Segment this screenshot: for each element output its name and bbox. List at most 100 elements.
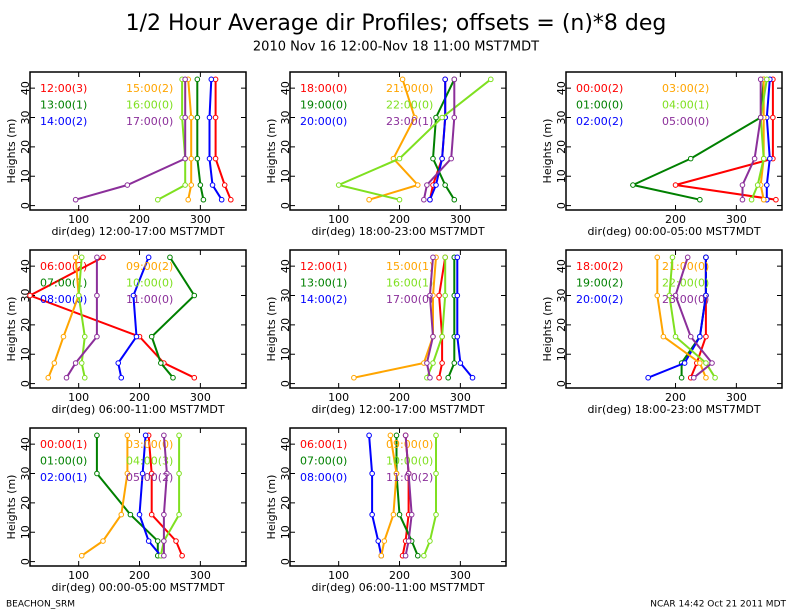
profile-line: [81, 435, 129, 557]
plot-frame: [565, 249, 783, 389]
profile-point: [188, 155, 195, 162]
legend-entry: 01:00(0): [576, 99, 623, 112]
profile-point: [158, 360, 164, 366]
y-tick-label: 30: [19, 289, 32, 303]
x-tick-label: 300: [450, 391, 471, 404]
profile-point: [430, 360, 436, 366]
profile-point: [393, 470, 400, 477]
profile-point: [369, 470, 375, 477]
profile-point: [457, 360, 464, 366]
profile-point: [212, 114, 219, 121]
profile-point: [100, 254, 106, 261]
legend-entry: 15:00(2): [126, 82, 173, 95]
profile-line: [380, 435, 398, 556]
profile-point: [433, 432, 439, 439]
profile-line: [353, 257, 437, 379]
profile-point: [430, 333, 436, 340]
profile-point: [72, 254, 79, 261]
profile-point: [182, 182, 188, 188]
profile-point: [399, 76, 406, 83]
y-tick-label: 0: [19, 380, 32, 387]
legend-entry: 12:00(1): [300, 260, 347, 273]
legend-entry: 05:00(0): [662, 115, 709, 128]
y-tick-label: 20: [555, 140, 568, 154]
profile-point: [697, 196, 703, 203]
profile-point: [760, 155, 767, 162]
legend-entry: 00:00(1): [40, 438, 87, 451]
profile-point: [375, 538, 382, 544]
profile-point: [469, 374, 476, 381]
panel: 200 300 0 10 20 30 40 dir(deg) 18:00-23:00 MST7…: [541, 249, 783, 416]
profile-point: [124, 182, 131, 188]
y-tick-label: 30: [279, 111, 292, 125]
x-tick-label: 200: [129, 391, 150, 404]
profile-point: [381, 538, 388, 544]
profile-point: [148, 333, 155, 340]
profile-point: [411, 114, 418, 121]
y-tick-label: 20: [279, 318, 292, 332]
x-tick-label: 100: [328, 213, 349, 226]
profile-point: [427, 292, 433, 299]
y-tick-label: 40: [279, 81, 292, 95]
profile-point: [703, 333, 709, 340]
x-tick-label: 100: [328, 391, 349, 404]
x-axis-label: dir(deg) 00:00-05:00 MST7MDT: [51, 581, 224, 594]
profile-point: [176, 470, 182, 477]
x-tick-label: 300: [190, 391, 211, 404]
profile-point: [94, 254, 100, 261]
x-tick-label: 200: [129, 569, 150, 582]
profile-point: [757, 114, 764, 121]
y-axis-label: Heights (m): [541, 297, 554, 362]
profile-point: [161, 432, 167, 439]
profile-point: [396, 196, 403, 203]
profile-line: [447, 257, 456, 379]
legend-entry: 16:00(0): [126, 99, 173, 112]
x-tick-label: 200: [665, 213, 686, 226]
profile-point: [167, 254, 173, 261]
legend-entry: 17:00(0): [126, 115, 173, 128]
profile-point: [197, 182, 204, 188]
profile-point: [118, 374, 125, 381]
profile-point: [154, 196, 161, 203]
profile-point: [194, 114, 201, 121]
profile-point: [739, 182, 746, 188]
figure-title: 1/2 Hour Average dir Profiles; offsets =…: [126, 11, 667, 36]
profile-point: [445, 374, 451, 381]
legend-entry: 08:00(0): [300, 471, 347, 484]
legend-entry: 21:00(0): [386, 82, 433, 95]
profile-point: [430, 254, 436, 261]
profile-line: [75, 79, 187, 201]
legend-entry: 13:00(1): [40, 99, 87, 112]
profile-point: [421, 196, 427, 203]
profile-point: [414, 182, 421, 188]
profile-point: [164, 470, 170, 477]
legend-entry: 15:00(1): [386, 260, 433, 273]
profile-line: [117, 256, 150, 378]
plot-frame: [29, 249, 247, 389]
profile-point: [408, 511, 415, 518]
y-tick-label: 30: [19, 111, 32, 125]
profile-point: [430, 155, 436, 162]
y-tick-label: 0: [555, 202, 568, 209]
y-tick-label: 0: [279, 202, 292, 209]
profile-point: [439, 360, 445, 366]
profile-point: [763, 76, 770, 83]
profile-point: [378, 552, 385, 559]
profile-point: [72, 360, 79, 366]
profile-point: [182, 155, 188, 162]
profile-point: [148, 511, 155, 518]
legend-entry: 11:00(2): [386, 471, 433, 484]
profile-point: [194, 76, 201, 83]
profile-point: [27, 292, 33, 299]
profile-point: [100, 538, 106, 544]
y-tick-label: 30: [279, 289, 292, 303]
legend-entry: 23:00(0): [662, 293, 709, 306]
plot-frame: [289, 71, 507, 211]
profile-point: [136, 511, 143, 518]
profile-point: [51, 360, 58, 366]
profile-point: [179, 552, 185, 559]
profile-point: [703, 254, 709, 261]
profile-point: [427, 374, 433, 381]
profile-point: [182, 76, 188, 83]
profile-point: [194, 155, 201, 162]
